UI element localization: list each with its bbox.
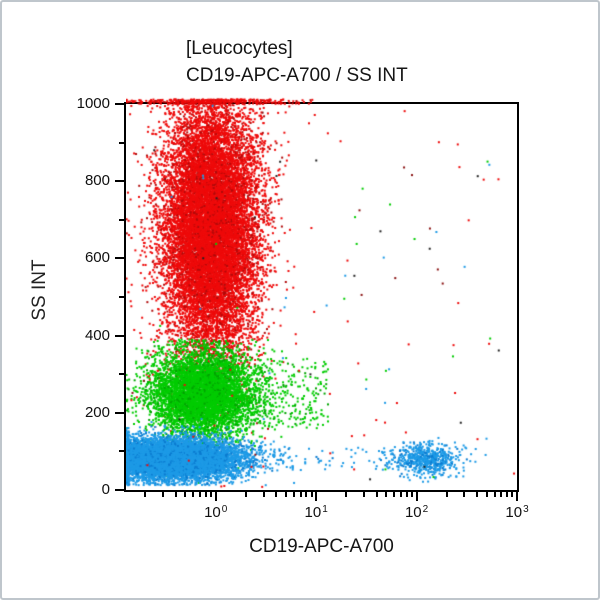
y-minor-tick [119, 373, 124, 376]
x-minor-tick [292, 492, 295, 497]
y-minor-tick [119, 450, 124, 453]
x-tick-label: 102 [404, 504, 429, 521]
x-minor-tick [405, 492, 408, 497]
x-minor-tick [500, 492, 503, 497]
x-tick-label: 101 [304, 504, 328, 521]
y-minor-tick [119, 141, 124, 144]
plot-gate-title: [Leucocytes] [186, 38, 293, 59]
y-minor-tick [119, 296, 124, 298]
y-major-tick [115, 257, 124, 260]
plot-parameters-title: CD19-APC-A700 / SS INT [186, 65, 408, 86]
y-minor-tick [119, 218, 124, 221]
x-minor-tick [192, 492, 195, 497]
y-major-tick [115, 103, 124, 105]
x-minor-tick [393, 492, 396, 497]
x-minor-tick [244, 492, 247, 497]
y-axis-label: SS INT [29, 259, 50, 321]
x-minor-tick [210, 492, 213, 497]
x-minor-tick [262, 492, 265, 497]
y-major-tick [115, 180, 124, 183]
x-minor-tick [493, 492, 496, 497]
x-minor-tick [445, 492, 448, 497]
x-minor-tick [299, 492, 302, 497]
plot-title: [Leucocytes] CD19-APC-A700 / SS INT [186, 35, 408, 89]
y-tick-label: 1000 [76, 95, 110, 112]
x-major-tick [516, 492, 518, 501]
x-axis-label: CD19-APC-A700 [249, 536, 394, 557]
x-minor-tick [506, 492, 509, 497]
x-minor-tick [199, 492, 202, 497]
x-minor-tick [485, 492, 488, 497]
x-minor-tick [275, 492, 278, 497]
y-major-tick [115, 334, 124, 337]
x-major-tick [315, 492, 318, 501]
x-minor-tick [375, 492, 378, 497]
x-minor-tick [174, 492, 177, 497]
x-minor-tick [144, 492, 147, 497]
y-tick-label: 600 [84, 249, 110, 267]
x-minor-tick [511, 492, 514, 497]
x-major-tick [415, 492, 418, 501]
y-major-tick [115, 411, 124, 414]
x-minor-tick [400, 492, 402, 497]
x-minor-tick [184, 492, 187, 497]
y-tick-label: 800 [84, 172, 110, 190]
y-tick-label: 400 [84, 326, 110, 344]
x-minor-tick [305, 492, 308, 497]
x-minor-tick [162, 492, 165, 497]
x-minor-tick [284, 492, 287, 497]
x-minor-tick [204, 492, 207, 497]
x-minor-tick [385, 492, 388, 497]
x-minor-tick [345, 492, 348, 497]
scatter-canvas [126, 94, 517, 490]
x-tick-label: 103 [505, 504, 529, 521]
y-tick-label: 0 [101, 481, 110, 498]
y-major-tick [115, 489, 124, 491]
y-tick-label: 200 [84, 403, 110, 421]
x-tick-label: 100 [204, 504, 228, 521]
x-minor-tick [410, 492, 413, 497]
x-minor-tick [310, 492, 313, 497]
x-major-tick [214, 492, 217, 501]
x-minor-tick [463, 492, 466, 497]
x-minor-tick [363, 492, 366, 497]
x-minor-tick [476, 492, 479, 497]
